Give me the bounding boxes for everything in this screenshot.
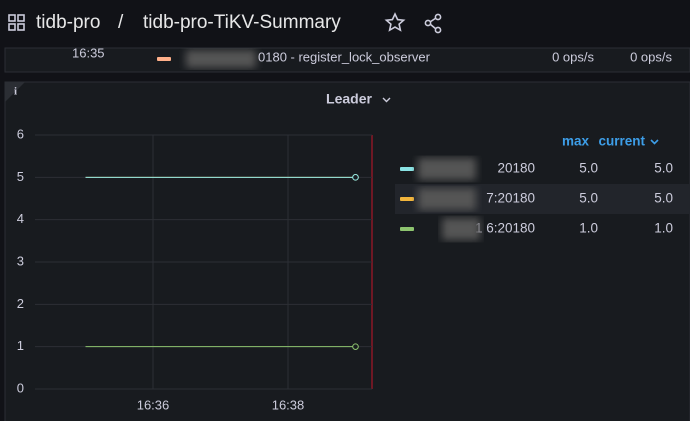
panel-frame (4, 47, 690, 73)
legend-current: 1.0 (654, 221, 673, 236)
legend-max: 5.0 (579, 191, 598, 206)
panel-title[interactable]: Leader (326, 91, 372, 107)
legend-swatch (400, 197, 414, 201)
sort-chevron (650, 139, 659, 145)
series-name: 0180 - register_lock_observer (258, 49, 431, 64)
legend-current: 5.0 (654, 191, 673, 206)
title-chevron[interactable] (382, 97, 391, 103)
legend-max: 1.0 (579, 221, 598, 236)
legend: max current 20180 5.0 5.0 7:20180 5.0 5.0 1 6:20… (395, 134, 690, 240)
blur (418, 158, 476, 180)
info-corner (5, 82, 25, 102)
end-point (352, 343, 359, 350)
blur (186, 50, 256, 68)
row-time: 16:35 (72, 45, 105, 60)
legend-swatch (157, 57, 171, 61)
max-value: 0 ops/s (552, 49, 594, 64)
x-tick-label: 16:36 (137, 397, 170, 412)
panel-frame (4, 81, 690, 421)
header: tidb-pro / tidb-pro-TiKV-Summary (8, 12, 442, 34)
previous-panel: 16:35 0180 - register_lock_observer 0 op… (4, 45, 690, 73)
folder-link[interactable]: tidb-pro (36, 12, 100, 33)
apps-icon[interactable] (8, 14, 25, 31)
y-tick-label: 2 (17, 296, 24, 311)
legend-swatch (400, 227, 414, 231)
blur (418, 188, 476, 210)
legend-current: 5.0 (654, 161, 673, 176)
y-tick-label: 5 (17, 169, 24, 184)
star-icon[interactable] (384, 12, 406, 32)
blur (442, 218, 480, 240)
y-tick-label: 4 (17, 211, 24, 226)
legend-max: 5.0 (579, 161, 598, 176)
separator: / (118, 12, 124, 33)
current-value: 0 ops/s (630, 49, 672, 64)
legend-header[interactable]: current (598, 134, 645, 149)
y-tick-label: 1 (17, 338, 24, 353)
y-tick-label: 0 (17, 380, 24, 395)
info-icon[interactable]: i (14, 86, 17, 98)
share-icon[interactable] (424, 13, 442, 34)
dashboard-title[interactable]: tidb-pro-TiKV-Summary (143, 12, 341, 33)
legend-name[interactable]: 1 6:20180 (475, 221, 535, 236)
legend-header[interactable]: max (562, 134, 590, 149)
y-tick-label: 6 (17, 126, 24, 141)
legend-name[interactable]: 20180 (497, 161, 535, 176)
legend-name[interactable]: 7:20180 (486, 191, 535, 206)
y-tick-label: 3 (17, 253, 24, 268)
end-point (352, 174, 359, 181)
x-tick-label: 16:38 (272, 397, 305, 412)
legend-swatch (400, 167, 414, 171)
plot: 0 1 2 3 4 5 6 16:36 16:38 (17, 126, 372, 412)
